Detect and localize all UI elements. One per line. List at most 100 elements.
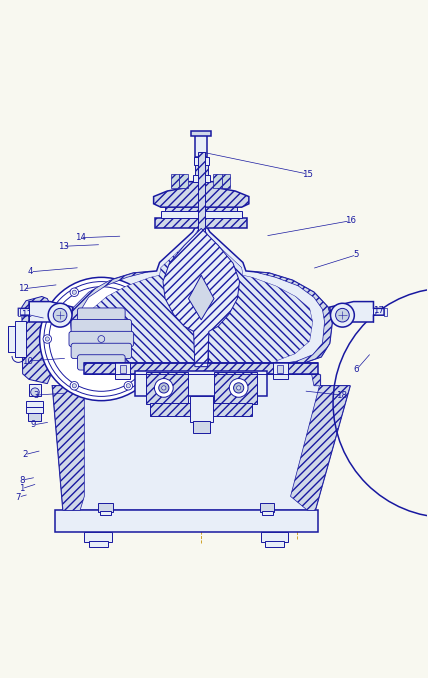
FancyBboxPatch shape [71,319,131,335]
Polygon shape [195,369,208,420]
Text: 14: 14 [74,233,86,242]
Circle shape [48,303,72,327]
Text: 8: 8 [19,476,24,485]
Circle shape [43,335,51,343]
Bar [260,502,274,512]
Circle shape [44,281,159,397]
Polygon shape [330,302,384,322]
Circle shape [124,288,133,296]
Bar [222,174,230,188]
Text: 15: 15 [302,170,313,178]
Circle shape [98,336,105,342]
Polygon shape [188,275,214,320]
Bar [171,174,179,188]
Bar [26,407,43,414]
FancyBboxPatch shape [69,332,134,346]
Bar [277,365,283,373]
Circle shape [31,388,39,397]
Circle shape [53,308,67,322]
Circle shape [151,335,160,343]
Bar [193,176,210,182]
Circle shape [49,287,154,391]
Polygon shape [22,296,50,384]
Circle shape [126,290,131,294]
Text: 13: 13 [57,242,68,251]
Text: 17: 17 [374,306,384,315]
Text: 4: 4 [27,267,33,277]
Bar [54,511,318,532]
Text: 12: 12 [18,284,29,294]
Text: 1: 1 [19,484,24,493]
Polygon shape [163,228,240,367]
Bar [84,363,318,374]
FancyBboxPatch shape [71,343,131,359]
Circle shape [162,386,166,390]
Bar [135,371,267,397]
Bar [28,413,42,420]
Circle shape [153,337,158,341]
Bar [384,308,386,316]
Bar [29,384,41,397]
Circle shape [229,378,248,397]
Bar [8,326,15,352]
Text: 9: 9 [30,420,36,429]
Bar [193,420,210,433]
Bar [265,541,284,546]
Circle shape [72,290,77,294]
Bar [195,135,207,157]
Bar [214,372,256,403]
Text: 6: 6 [354,365,359,374]
Bar [198,152,205,258]
Bar [146,372,188,403]
Bar [150,403,252,416]
Circle shape [126,384,131,388]
FancyBboxPatch shape [77,355,125,370]
Circle shape [40,277,163,401]
Text: 16: 16 [345,216,356,225]
Bar [190,395,213,422]
Text: 10: 10 [22,357,33,365]
Bar [195,165,208,176]
Text: 2: 2 [22,450,27,459]
Bar [161,211,242,218]
Circle shape [159,383,169,393]
Bar [89,541,108,546]
Polygon shape [70,272,148,365]
Bar [155,218,247,228]
Bar [119,365,125,373]
Circle shape [70,288,79,296]
Circle shape [330,303,354,327]
Bar [116,362,130,380]
Polygon shape [154,182,249,207]
Bar [26,401,43,407]
Bar [179,174,187,188]
Bar [100,511,111,515]
Circle shape [234,383,244,393]
Text: 18: 18 [336,391,347,399]
Bar [15,321,26,357]
Polygon shape [291,365,350,511]
Bar [262,511,273,515]
Bar [273,362,288,380]
Circle shape [72,384,77,388]
Polygon shape [90,225,312,363]
Polygon shape [52,365,350,511]
FancyBboxPatch shape [77,308,125,323]
Text: 3: 3 [33,391,39,399]
Bar [84,532,112,542]
Text: 5: 5 [354,250,359,259]
Bar [193,157,209,165]
Polygon shape [18,302,73,322]
Bar [213,174,222,188]
Circle shape [336,308,349,322]
Text: 11: 11 [21,310,33,319]
Circle shape [124,382,133,390]
Polygon shape [52,365,103,511]
Polygon shape [70,216,332,365]
Circle shape [155,378,173,397]
Circle shape [45,337,50,341]
Bar [191,131,211,136]
Text: 7: 7 [16,493,21,502]
Bar [165,202,238,211]
Circle shape [70,382,79,390]
